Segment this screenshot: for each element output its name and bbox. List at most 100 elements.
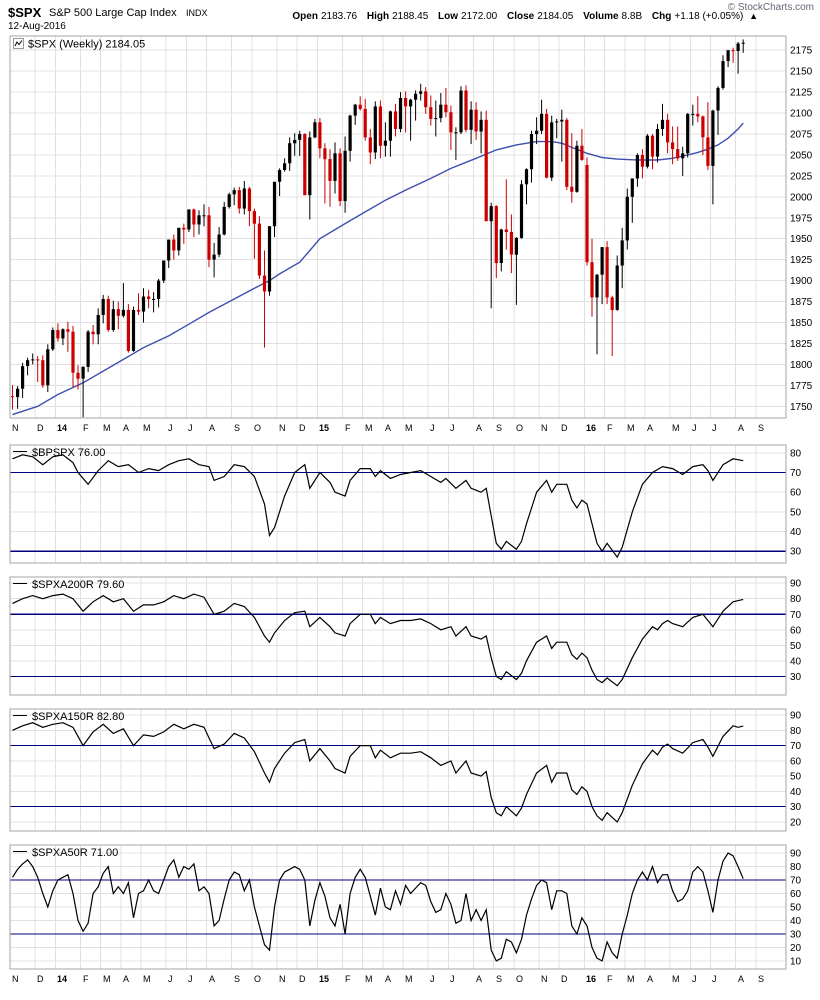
svg-text:80: 80 [790,448,802,459]
month-label: 16 [586,423,597,433]
svg-text:90: 90 [790,711,802,722]
quote-chg-label: Chg [651,11,672,22]
month-label: M [405,974,413,984]
svg-text:1925: 1925 [790,255,813,266]
quote-high-value: 2188.45 [392,11,429,22]
svg-text:2175: 2175 [790,46,813,57]
svg-text:50: 50 [790,903,802,914]
svg-text:80: 80 [790,594,802,605]
quote-open-label: Open [292,11,318,22]
month-label: F [83,423,89,433]
svg-text:90: 90 [790,579,802,590]
line-marker-icon [13,451,27,453]
svg-text:1875: 1875 [790,297,813,308]
month-label: 14 [57,974,68,984]
candlestick-plot: 2175 2150 2125 2100 2075 2050 2025 2000 1975 1950… [9,35,813,419]
month-label: A [647,423,654,433]
month-label: J [692,974,697,984]
line-marker-icon [13,583,27,585]
svg-text:70: 70 [790,876,802,887]
month-label: M [672,423,680,433]
month-label: J [450,423,455,433]
month-label: J [188,974,193,984]
svg-text:60: 60 [790,625,802,636]
month-label: N [12,974,19,984]
svg-text:2075: 2075 [790,130,813,141]
month-label: A [209,974,216,984]
month-label: A [738,423,745,433]
spxa200r-panel: 90 80 70 60 50 40 30 $SPXA200R 79.60 [0,575,820,699]
month-label: D [561,974,568,984]
svg-text:80: 80 [790,862,802,873]
svg-text:2150: 2150 [790,67,813,78]
exchange-label: INDX [186,8,208,18]
spxa150r-panel: 90 80 70 60 50 40 30 20 $SPXA150R 82.80 [0,707,820,835]
svg-text:2100: 2100 [790,109,813,120]
svg-text:60: 60 [790,889,802,900]
month-label: S [234,974,241,984]
svg-text:10: 10 [790,956,802,967]
month-label: M [627,423,635,433]
month-label: 14 [57,423,68,433]
month-label: O [516,974,524,984]
change-up-icon: ▲ [749,11,758,21]
svg-text:70: 70 [790,468,802,479]
svg-text:1975: 1975 [790,213,813,224]
month-label: M [627,974,635,984]
svg-text:1900: 1900 [790,276,813,287]
svg-text:60: 60 [790,488,802,499]
svg-text:70: 70 [790,741,802,752]
month-label: S [496,423,503,433]
svg-text:40: 40 [790,527,802,538]
svg-text:70: 70 [790,610,802,621]
x-axis-months: N D 14 F M A M J J A S O N D 15 F M A M J J A S O N D 16 F M A M J J A S [0,422,820,435]
month-label: D [561,423,568,433]
month-label: A [209,423,216,433]
month-label: J [430,974,435,984]
month-label: M [365,423,373,433]
month-label: D [299,423,306,433]
month-label: N [541,423,548,433]
month-label: M [103,423,111,433]
svg-text:1800: 1800 [790,360,813,371]
quote-close-label: Close [506,11,535,22]
main-chart-title: $SPX (Weekly) 2184.05 [28,38,146,51]
copyright: © StockCharts.com [727,2,814,13]
svg-text:1950: 1950 [790,234,813,245]
svg-text:30: 30 [790,930,802,941]
svg-text:50: 50 [790,507,802,518]
spxa150r-title: $SPXA150R 82.80 [32,711,125,723]
month-label: A [647,974,654,984]
month-label: M [405,423,413,433]
quote-bar: Open 2183.76 High 2188.45 Low 2172.00 Close… [285,11,758,22]
svg-text:2025: 2025 [790,171,813,182]
month-label: D [37,974,44,984]
month-label: A [123,974,130,984]
quote-close-value: 2184.05 [537,11,574,22]
svg-text:50: 50 [790,641,802,652]
bpspx-panel: 80 70 60 50 40 30 $BPSPX 76.00 [0,443,820,567]
chart-header: $SPX S&P 500 Large Cap Index INDX © Stoc… [0,0,820,34]
bpspx-title: $BPSPX 76.00 [32,447,106,459]
month-label: M [672,974,680,984]
svg-text:1850: 1850 [790,318,813,329]
month-label: F [345,974,351,984]
spxa50r-plot: 90 80 70 60 50 40 30 20 10 [9,844,802,970]
month-label: J [712,974,717,984]
symbol: $SPX [8,5,42,20]
main-price-chart: 2175 2150 2125 2100 2075 2050 2025 2000 1975 1950… [0,34,820,422]
month-label: O [254,423,262,433]
svg-text:2050: 2050 [790,151,813,162]
month-label: S [758,974,765,984]
x-axis-months-bottom: N D 14 F M A M J J A S O N D 15 F M A M J J A S O N D 16 F M A M J J A S [0,973,820,986]
svg-text:40: 40 [790,916,802,927]
svg-text:30: 30 [790,672,802,683]
month-label: O [516,423,524,433]
month-label: O [254,974,262,984]
month-label: J [692,423,697,433]
report-date: 12-Aug-2016 [8,21,66,32]
quote-open-value: 2183.76 [320,11,358,22]
month-label: A [476,974,483,984]
line-marker-icon [13,851,27,853]
svg-text:30: 30 [790,547,802,558]
